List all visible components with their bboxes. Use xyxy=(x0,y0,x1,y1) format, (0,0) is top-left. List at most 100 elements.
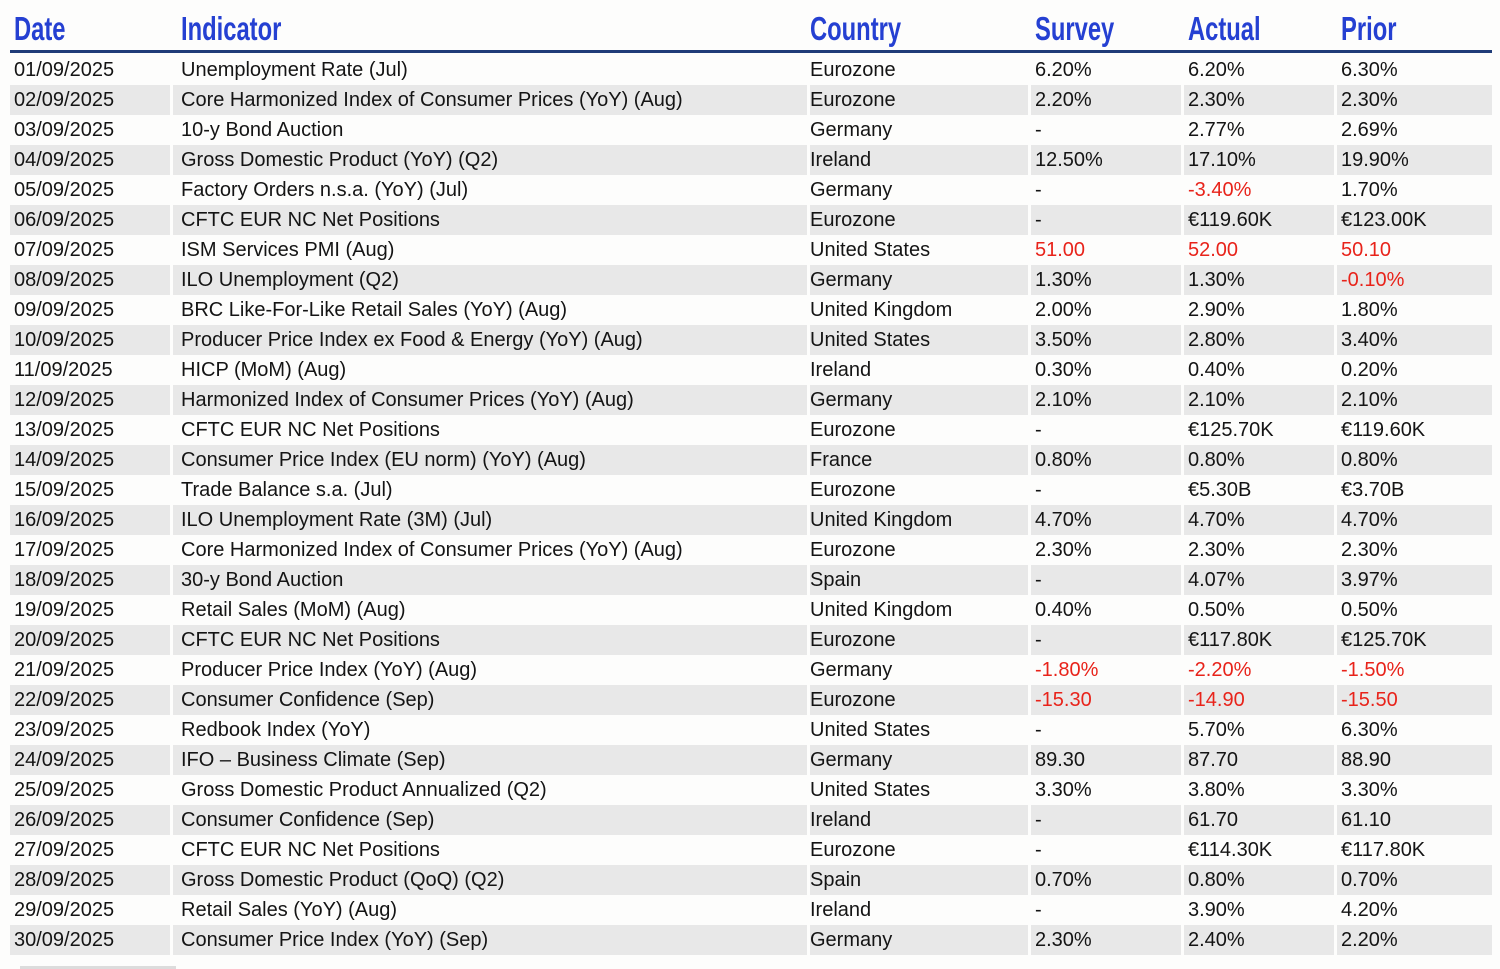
cell-country: United Kingdom xyxy=(810,505,1028,535)
cell-prior: €117.80K xyxy=(1341,839,1426,861)
table-row: 29/09/2025 Retail Sales (YoY) (Aug) Irelan… xyxy=(10,895,1492,925)
table-row: 12/09/2025 Harmonized Index of Consumer P… xyxy=(10,385,1492,415)
cell-prior: 0.80% xyxy=(1337,445,1492,475)
cell-actual: 0.80% xyxy=(1184,445,1334,475)
cell-date: 01/09/2025 xyxy=(14,59,115,81)
cell-indicator: Producer Price Index (YoY) (Aug) xyxy=(181,659,478,681)
table-row: 30/09/2025 Consumer Price Index (YoY) (Se… xyxy=(10,925,1492,955)
cell-country: United States xyxy=(810,779,931,801)
cell-date: 19/09/2025 xyxy=(14,599,115,621)
cell-country: Eurozone xyxy=(810,539,896,561)
cell-actual: -2.20% xyxy=(1188,659,1252,681)
cell-prior: €125.70K xyxy=(1337,625,1492,655)
cell-indicator: Retail Sales (YoY) (Aug) xyxy=(181,899,398,921)
cell-country: United States xyxy=(810,239,931,261)
cell-indicator: CFTC EUR NC Net Positions xyxy=(181,419,440,441)
cell-prior: 0.50% xyxy=(1341,599,1398,621)
cell-indicator: Gross Domestic Product Annualized (Q2) xyxy=(181,779,547,801)
cell-actual: 4.70% xyxy=(1184,505,1334,535)
cell-indicator: Core Harmonized Index of Consumer Prices… xyxy=(181,539,683,561)
cell-indicator: Gross Domestic Product (YoY) (Q2) xyxy=(173,145,807,175)
table-row: 28/09/2025 Gross Domestic Product (QoQ) (… xyxy=(10,865,1492,895)
column-header-date-label: Date xyxy=(14,10,66,47)
cell-survey: - xyxy=(1031,565,1181,595)
cell-actual: 17.10% xyxy=(1184,145,1334,175)
cell-survey: - xyxy=(1035,479,1042,501)
cell-survey: - xyxy=(1031,625,1181,655)
column-header-actual-label: Actual xyxy=(1188,10,1261,47)
cell-country: Ireland xyxy=(810,899,872,921)
table-row: 07/09/2025 ISM Services PMI (Aug) United S… xyxy=(10,235,1492,265)
table-row: 08/09/2025 ILO Unemployment (Q2) Germany 1.… xyxy=(10,265,1492,295)
cell-date: 06/09/2025 xyxy=(10,205,170,235)
cell-date: 28/09/2025 xyxy=(10,865,170,895)
cell-actual: €119.60K xyxy=(1184,205,1334,235)
cell-survey: 0.70% xyxy=(1031,865,1181,895)
cell-country: Germany xyxy=(810,745,1028,775)
cell-actual: 2.90% xyxy=(1188,299,1245,321)
cell-actual: 52.00 xyxy=(1188,239,1239,261)
cell-country: Eurozone xyxy=(810,205,1028,235)
cell-indicator: ILO Unemployment Rate (3M) (Jul) xyxy=(173,505,807,535)
cell-indicator: Consumer Confidence (Sep) xyxy=(173,685,807,715)
table-row: 24/09/2025 IFO – Business Climate (Sep) Ge… xyxy=(10,745,1492,775)
cell-prior: 2.69% xyxy=(1341,119,1398,141)
cell-prior: €123.00K xyxy=(1337,205,1492,235)
cell-country: United Kingdom xyxy=(810,599,953,621)
cell-country: Ireland xyxy=(810,359,872,381)
cell-country: Germany xyxy=(810,179,893,201)
cell-indicator: Consumer Price Index (EU norm) (YoY) (Au… xyxy=(173,445,807,475)
table-row: 02/09/2025 Core Harmonized Index of Consu… xyxy=(10,85,1492,115)
table-row: 27/09/2025 CFTC EUR NC Net Positions Euroz… xyxy=(10,835,1492,865)
cell-date: 08/09/2025 xyxy=(10,265,170,295)
column-header-survey-label: Survey xyxy=(1035,10,1115,47)
cell-date: 16/09/2025 xyxy=(10,505,170,535)
cell-date: 03/09/2025 xyxy=(14,119,115,141)
column-header-prior: Prior xyxy=(1337,10,1492,48)
cell-survey: - xyxy=(1035,719,1042,741)
cell-prior: 2.30% xyxy=(1337,85,1492,115)
cell-indicator: ILO Unemployment (Q2) xyxy=(173,265,807,295)
cell-survey: 0.80% xyxy=(1031,445,1181,475)
cell-indicator: 30-y Bond Auction xyxy=(173,565,807,595)
table-row: 16/09/2025 ILO Unemployment Rate (3M) (Ju… xyxy=(10,505,1492,535)
table-row: 13/09/2025 CFTC EUR NC Net Positions Euroz… xyxy=(10,415,1492,445)
cell-date: 05/09/2025 xyxy=(14,179,115,201)
cell-date: 26/09/2025 xyxy=(10,805,170,835)
cell-indicator: 10-y Bond Auction xyxy=(181,119,344,141)
cell-survey: 0.30% xyxy=(1035,359,1092,381)
table-row: 15/09/2025 Trade Balance s.a. (Jul) Eurozo… xyxy=(10,475,1492,505)
cell-country: Eurozone xyxy=(810,59,896,81)
table-row: 09/09/2025 BRC Like-For-Like Retail Sales… xyxy=(10,295,1492,325)
cell-indicator: CFTC EUR NC Net Positions xyxy=(173,205,807,235)
cell-country: Eurozone xyxy=(810,685,1028,715)
table-row: 23/09/2025 Redbook Index (YoY) United Stat… xyxy=(10,715,1492,745)
cell-prior: 6.30% xyxy=(1341,59,1398,81)
cell-survey: 2.00% xyxy=(1035,299,1092,321)
cell-prior: 3.97% xyxy=(1337,565,1492,595)
table-row: 03/09/2025 10-y Bond Auction Germany - 2.77%… xyxy=(10,115,1492,145)
cell-survey: 3.30% xyxy=(1035,779,1092,801)
table-row: 18/09/2025 30-y Bond Auction Spain -4.07% 3.… xyxy=(10,565,1492,595)
cell-survey: 0.40% xyxy=(1035,599,1092,621)
cell-prior: 1.70% xyxy=(1341,179,1398,201)
cell-actual: €117.80K xyxy=(1184,625,1334,655)
cell-indicator: HICP (MoM) (Aug) xyxy=(181,359,347,381)
cell-survey: -15.30 xyxy=(1031,685,1181,715)
cell-survey: 2.30% xyxy=(1035,539,1092,561)
cell-survey: 4.70% xyxy=(1031,505,1181,535)
cell-date: 23/09/2025 xyxy=(14,719,115,741)
cell-country: Eurozone xyxy=(810,625,1028,655)
cell-prior: 3.30% xyxy=(1341,779,1398,801)
cell-indicator: Factory Orders n.s.a. (YoY) (Jul) xyxy=(181,179,469,201)
cell-prior: €119.60K xyxy=(1341,419,1426,441)
cell-country: Germany xyxy=(810,385,1028,415)
cell-date: 29/09/2025 xyxy=(14,899,115,921)
cell-date: 30/09/2025 xyxy=(10,925,170,955)
cell-actual: 0.80% xyxy=(1184,865,1334,895)
cell-prior: 0.20% xyxy=(1341,359,1398,381)
cell-actual: €114.30K xyxy=(1188,839,1273,861)
cell-indicator: CFTC EUR NC Net Positions xyxy=(181,839,440,861)
cell-prior: 0.70% xyxy=(1337,865,1492,895)
cell-country: Ireland xyxy=(810,145,1028,175)
